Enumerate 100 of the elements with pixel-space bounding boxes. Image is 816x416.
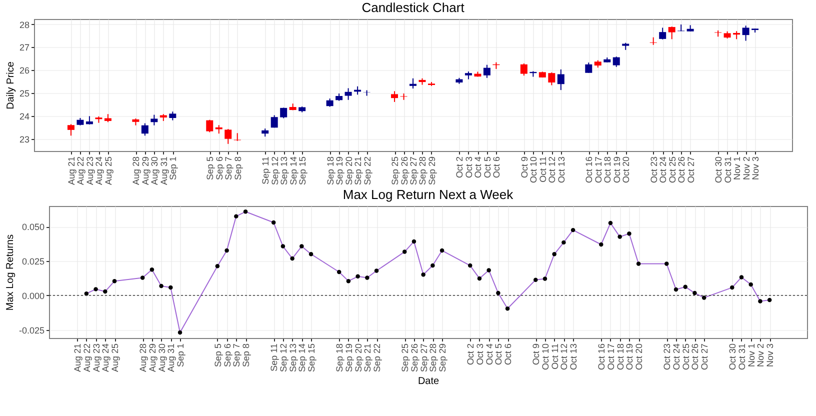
x-tick-label: Sep 1 bbox=[168, 156, 178, 180]
x-tick-label: Oct 23 bbox=[662, 344, 672, 370]
x-tick-label: Oct 5 bbox=[482, 156, 492, 178]
candlestick bbox=[206, 119, 214, 133]
x-tick-label: Aug 25 bbox=[110, 344, 120, 372]
x-tick-label: Aug 22 bbox=[76, 156, 86, 186]
x-tick-label: Oct 27 bbox=[686, 156, 696, 184]
x-tick-label: Sep 15 bbox=[298, 156, 308, 186]
x-tick-label: Oct 31 bbox=[736, 344, 747, 370]
x-tick-label: Aug 24 bbox=[94, 156, 104, 186]
x-tick-label: Sep 18 bbox=[325, 156, 336, 186]
x-tick-label: Oct 11 bbox=[538, 156, 548, 182]
x-tick-label: Sep 25 bbox=[400, 344, 410, 372]
y-tick-label: 0.025 bbox=[22, 256, 44, 266]
x-tick-label: Sep 19 bbox=[344, 344, 354, 372]
x-tick-label: Sep 14 bbox=[288, 156, 298, 186]
x-tick-label: Aug 29 bbox=[140, 156, 150, 186]
x-tick-label: Sep 6 bbox=[214, 156, 224, 180]
candlestick bbox=[150, 114, 158, 126]
x-tick-label: Oct 24 bbox=[671, 344, 682, 370]
x-tick-label: Oct 24 bbox=[658, 156, 668, 184]
chart-title: Max Log Return Next a Week bbox=[342, 187, 514, 202]
x-tick-label: Aug 28 bbox=[138, 344, 148, 372]
candlestick bbox=[224, 128, 232, 144]
candlestick bbox=[141, 122, 148, 136]
y-tick-label: 24 bbox=[19, 111, 30, 122]
x-tick-label: Aug 30 bbox=[156, 344, 167, 372]
x-tick-label: Sep 7 bbox=[224, 156, 234, 180]
x-tick-label: Sep 5 bbox=[205, 156, 216, 180]
x-tick-label: Oct 18 bbox=[615, 344, 626, 370]
candlestick bbox=[520, 62, 528, 76]
candlestick bbox=[391, 90, 398, 102]
candlestick bbox=[410, 78, 416, 89]
x-tick-label: Aug 24 bbox=[100, 344, 111, 372]
x-tick-label: Aug 30 bbox=[150, 156, 160, 186]
x-tick-label: Oct 9 bbox=[531, 344, 542, 366]
candlestick bbox=[585, 62, 592, 74]
x-tick-label: Oct 4 bbox=[484, 344, 494, 366]
x-tick-label: Aug 31 bbox=[166, 344, 176, 372]
x-tick-label: Oct 27 bbox=[700, 344, 710, 370]
x-tick-label: Sep 14 bbox=[297, 344, 308, 372]
x-tick-label: Nov 3 bbox=[765, 344, 776, 368]
x-tick-label: Oct 9 bbox=[519, 156, 530, 178]
x-tick-label: Oct 17 bbox=[606, 344, 616, 370]
x-tick-label: Oct 26 bbox=[690, 344, 700, 370]
x-tick-label: Sep 27 bbox=[418, 344, 429, 372]
x-tick-label: Sep 13 bbox=[279, 156, 290, 186]
x-tick-label: Oct 2 bbox=[454, 156, 465, 178]
x-tick-label: Oct 18 bbox=[602, 156, 613, 184]
x-tick-label: Nov 1 bbox=[746, 344, 756, 368]
x-tick-label: Oct 30 bbox=[714, 156, 724, 184]
y-tick-label: 23 bbox=[19, 134, 30, 144]
x-tick-label: Sep 8 bbox=[241, 344, 252, 368]
candlestick bbox=[270, 114, 278, 128]
candlestick bbox=[612, 56, 620, 68]
x-tick-label: Sep 15 bbox=[306, 344, 317, 372]
x-tick-label: Sep 28 bbox=[418, 156, 428, 186]
x-tick-label: Oct 25 bbox=[680, 344, 691, 370]
y-tick-label: 28 bbox=[19, 20, 30, 30]
x-tick-label: Oct 13 bbox=[556, 156, 566, 184]
x-tick-label: Oct 16 bbox=[596, 344, 607, 370]
x-tick-label: Oct 17 bbox=[593, 156, 604, 184]
y-tick-label: -0.025 bbox=[18, 325, 44, 336]
x-tick-label: Oct 25 bbox=[667, 156, 678, 184]
x-tick-label: Aug 21 bbox=[66, 156, 76, 186]
x-tick-label: Nov 2 bbox=[741, 156, 752, 180]
candlestick bbox=[742, 25, 750, 42]
y-axis-title: Max Log Returns bbox=[4, 234, 16, 311]
x-tick-label: Oct 19 bbox=[624, 344, 635, 370]
x-tick-label: Sep 29 bbox=[438, 344, 448, 372]
x-tick-label: Sep 22 bbox=[372, 344, 382, 372]
x-tick-label: Nov 3 bbox=[750, 156, 761, 180]
x-tick-label: Oct 3 bbox=[474, 344, 485, 366]
x-tick-label: Oct 30 bbox=[728, 344, 738, 370]
x-tick-label: Aug 28 bbox=[131, 156, 142, 186]
x-tick-label: Oct 11 bbox=[550, 344, 560, 370]
candlestick bbox=[363, 90, 370, 96]
y-axis-title: Daily Price bbox=[5, 61, 16, 110]
candlestick bbox=[548, 72, 556, 86]
x-tick-label: Oct 31 bbox=[722, 156, 733, 184]
x-tick-label: Nov 1 bbox=[732, 156, 742, 180]
x-tick-label: Sep 21 bbox=[362, 344, 373, 372]
x-tick-label: Sep 25 bbox=[390, 156, 400, 186]
x-tick-label: Sep 29 bbox=[426, 156, 437, 186]
x-tick-label: Sep 26 bbox=[399, 156, 410, 186]
x-tick-label: Sep 11 bbox=[260, 156, 271, 184]
x-tick-label: Oct 4 bbox=[473, 156, 484, 178]
x-tick-label: Aug 21 bbox=[72, 344, 83, 372]
x-tick-label: Oct 6 bbox=[492, 156, 502, 178]
x-tick-label: Sep 19 bbox=[334, 156, 345, 186]
x-tick-label: Nov 2 bbox=[756, 344, 766, 368]
x-tick-label: Oct 5 bbox=[494, 344, 504, 366]
x-tick-label: Sep 12 bbox=[278, 344, 288, 372]
x-tick-label: Sep 27 bbox=[408, 156, 418, 186]
x-tick-label: Oct 16 bbox=[584, 156, 594, 184]
candlestick bbox=[483, 64, 490, 78]
x-tick-label: Sep 11 bbox=[269, 344, 280, 372]
candlestick bbox=[344, 88, 352, 100]
x-tick-label: Aug 22 bbox=[82, 344, 92, 372]
y-tick-label: 0.000 bbox=[22, 290, 44, 301]
